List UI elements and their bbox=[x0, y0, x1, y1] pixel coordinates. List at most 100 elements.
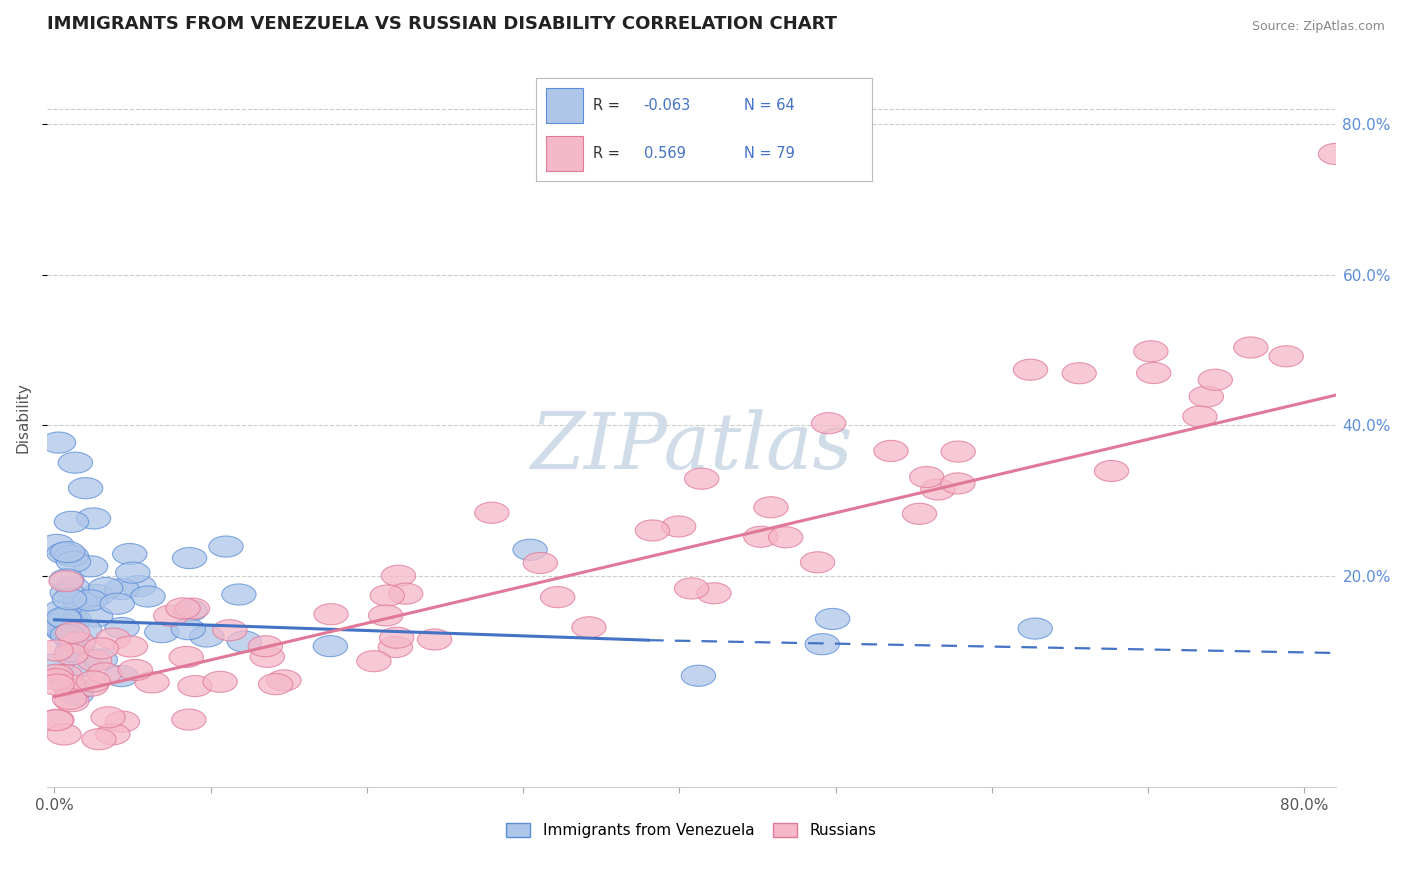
Ellipse shape bbox=[69, 477, 103, 499]
Ellipse shape bbox=[267, 670, 301, 691]
Ellipse shape bbox=[56, 577, 90, 599]
Ellipse shape bbox=[1133, 341, 1168, 362]
Ellipse shape bbox=[540, 587, 575, 607]
Ellipse shape bbox=[55, 545, 89, 566]
Ellipse shape bbox=[121, 575, 156, 597]
Ellipse shape bbox=[112, 543, 148, 565]
Ellipse shape bbox=[697, 582, 731, 604]
Ellipse shape bbox=[135, 672, 169, 693]
Ellipse shape bbox=[209, 536, 243, 558]
Ellipse shape bbox=[55, 630, 90, 650]
Ellipse shape bbox=[177, 675, 212, 697]
Ellipse shape bbox=[769, 527, 803, 548]
Ellipse shape bbox=[49, 569, 84, 590]
Ellipse shape bbox=[115, 562, 150, 583]
Ellipse shape bbox=[190, 626, 224, 647]
Legend: Immigrants from Venezuela, Russians: Immigrants from Venezuela, Russians bbox=[498, 815, 884, 846]
Ellipse shape bbox=[114, 636, 148, 657]
Ellipse shape bbox=[815, 608, 849, 630]
Ellipse shape bbox=[314, 636, 347, 657]
Ellipse shape bbox=[259, 673, 292, 695]
Ellipse shape bbox=[67, 619, 101, 640]
Ellipse shape bbox=[91, 706, 125, 728]
Ellipse shape bbox=[475, 502, 509, 524]
Ellipse shape bbox=[1136, 362, 1171, 384]
Ellipse shape bbox=[169, 647, 204, 667]
Ellipse shape bbox=[48, 665, 83, 686]
Ellipse shape bbox=[145, 622, 179, 642]
Ellipse shape bbox=[84, 638, 118, 659]
Ellipse shape bbox=[49, 571, 83, 591]
Ellipse shape bbox=[685, 468, 718, 490]
Ellipse shape bbox=[51, 582, 84, 603]
Ellipse shape bbox=[800, 552, 835, 573]
Ellipse shape bbox=[59, 679, 94, 700]
Ellipse shape bbox=[51, 674, 86, 696]
Ellipse shape bbox=[48, 608, 83, 629]
Ellipse shape bbox=[51, 541, 84, 563]
Ellipse shape bbox=[89, 577, 122, 599]
Ellipse shape bbox=[314, 604, 349, 624]
Ellipse shape bbox=[79, 606, 112, 627]
Ellipse shape bbox=[513, 539, 547, 560]
Ellipse shape bbox=[153, 605, 188, 626]
Ellipse shape bbox=[378, 637, 412, 657]
Ellipse shape bbox=[682, 665, 716, 686]
Ellipse shape bbox=[39, 710, 73, 731]
Ellipse shape bbox=[46, 607, 80, 628]
Ellipse shape bbox=[1094, 460, 1129, 482]
Ellipse shape bbox=[1018, 618, 1052, 639]
Ellipse shape bbox=[46, 724, 82, 745]
Ellipse shape bbox=[1062, 363, 1097, 384]
Ellipse shape bbox=[418, 629, 451, 650]
Ellipse shape bbox=[523, 552, 558, 574]
Ellipse shape bbox=[173, 548, 207, 568]
Ellipse shape bbox=[96, 723, 129, 745]
Ellipse shape bbox=[87, 663, 122, 684]
Ellipse shape bbox=[55, 690, 89, 712]
Ellipse shape bbox=[675, 578, 709, 599]
Text: IMMIGRANTS FROM VENEZUELA VS RUSSIAN DISABILITY CORRELATION CHART: IMMIGRANTS FROM VENEZUELA VS RUSSIAN DIS… bbox=[46, 15, 837, 33]
Ellipse shape bbox=[661, 516, 696, 537]
Ellipse shape bbox=[51, 617, 86, 639]
Text: Source: ZipAtlas.com: Source: ZipAtlas.com bbox=[1251, 20, 1385, 33]
Ellipse shape bbox=[1233, 337, 1268, 358]
Ellipse shape bbox=[1189, 386, 1223, 407]
Ellipse shape bbox=[1182, 406, 1218, 427]
Ellipse shape bbox=[55, 623, 90, 643]
Ellipse shape bbox=[76, 508, 111, 529]
Ellipse shape bbox=[75, 675, 108, 697]
Y-axis label: Disability: Disability bbox=[15, 383, 30, 453]
Ellipse shape bbox=[63, 591, 97, 613]
Ellipse shape bbox=[77, 650, 111, 672]
Ellipse shape bbox=[357, 650, 391, 672]
Ellipse shape bbox=[1270, 346, 1303, 367]
Ellipse shape bbox=[250, 647, 284, 667]
Ellipse shape bbox=[39, 534, 73, 556]
Ellipse shape bbox=[754, 497, 789, 518]
Ellipse shape bbox=[69, 655, 104, 676]
Ellipse shape bbox=[1014, 359, 1047, 380]
Ellipse shape bbox=[53, 609, 89, 630]
Ellipse shape bbox=[39, 665, 73, 685]
Ellipse shape bbox=[370, 585, 405, 606]
Ellipse shape bbox=[80, 584, 114, 606]
Ellipse shape bbox=[118, 659, 152, 681]
Ellipse shape bbox=[73, 590, 107, 611]
Ellipse shape bbox=[105, 711, 139, 732]
Ellipse shape bbox=[222, 584, 256, 605]
Ellipse shape bbox=[82, 729, 117, 750]
Ellipse shape bbox=[572, 616, 606, 638]
Ellipse shape bbox=[636, 520, 669, 541]
Ellipse shape bbox=[744, 526, 778, 548]
Ellipse shape bbox=[941, 473, 976, 494]
Ellipse shape bbox=[76, 671, 111, 692]
Ellipse shape bbox=[100, 593, 135, 615]
Ellipse shape bbox=[59, 684, 93, 706]
Ellipse shape bbox=[96, 628, 131, 649]
Ellipse shape bbox=[83, 648, 118, 670]
Ellipse shape bbox=[1198, 369, 1233, 391]
Ellipse shape bbox=[249, 636, 283, 657]
Ellipse shape bbox=[941, 441, 976, 462]
Ellipse shape bbox=[166, 598, 200, 619]
